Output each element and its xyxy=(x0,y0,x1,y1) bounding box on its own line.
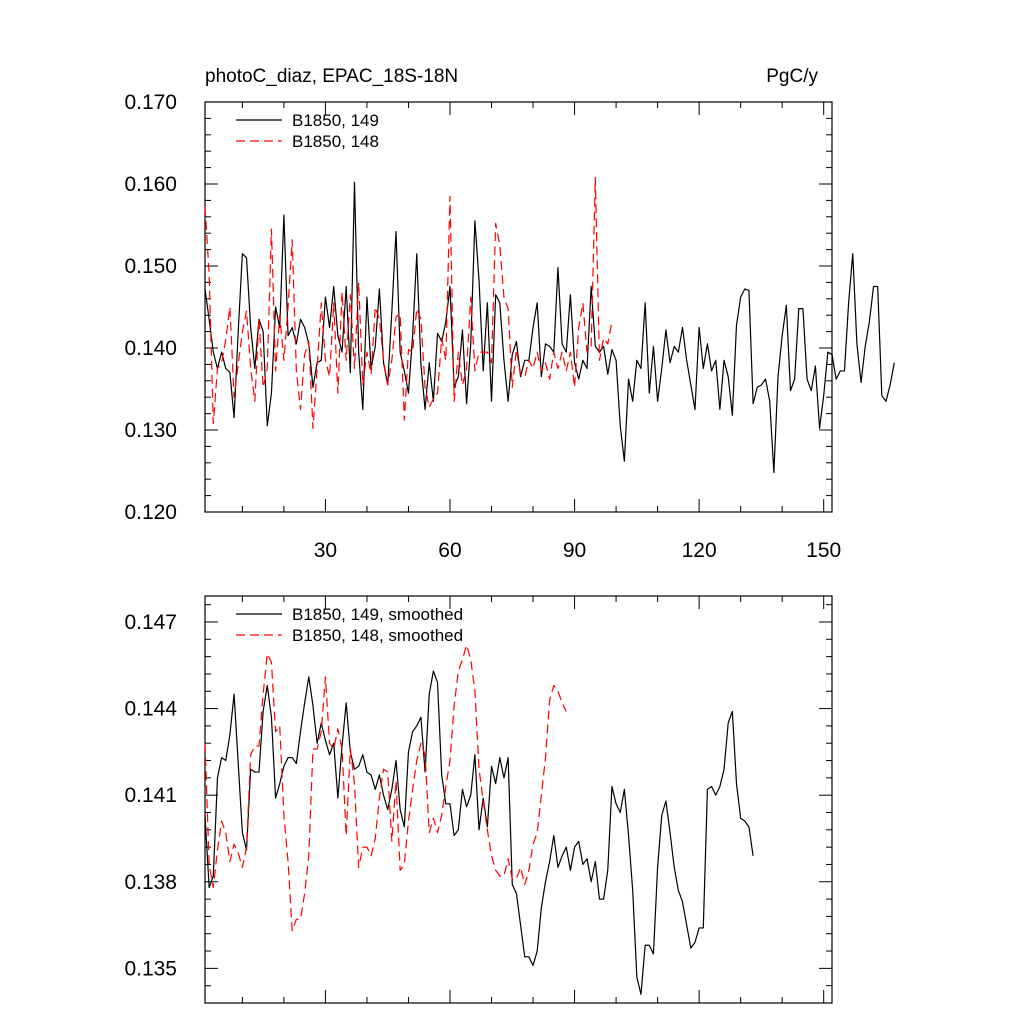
x-tick-label: 30 xyxy=(314,539,337,562)
y-tick-label: 0.160 xyxy=(124,173,177,196)
x-tick-label: 150 xyxy=(806,539,841,562)
legend: B1850, 149 B1850, 148 xyxy=(236,111,379,151)
y-tick-label: 0.138 xyxy=(124,871,177,894)
units-label: PgC/y xyxy=(766,66,818,87)
series-line xyxy=(204,644,567,932)
series-line xyxy=(204,181,895,474)
panel-bottom: 0.135 0.138 0.141 0.144 0.147 B1850, 149, sm… xyxy=(124,595,833,1004)
legend-label: B1850, 148, smoothed xyxy=(292,626,463,645)
y-tick-label: 0.144 xyxy=(124,698,177,721)
y-tick-label: 0.140 xyxy=(124,337,177,360)
axes: 30 60 90 120 150 0.120 0.130 0.140 0.150 0.160 0.1… xyxy=(124,91,841,562)
plot-frame xyxy=(204,595,833,1004)
y-tick-label: 0.150 xyxy=(124,255,177,278)
y-tick-label: 0.130 xyxy=(124,419,177,442)
x-tick-label: 60 xyxy=(438,539,461,562)
plot-frame xyxy=(204,101,833,513)
legend: B1850, 149, smoothed B1850, 148, smoothed xyxy=(236,605,463,645)
y-tick-label: 0.120 xyxy=(124,501,177,524)
x-tick-label: 90 xyxy=(563,539,586,562)
x-tick-label: 120 xyxy=(682,539,717,562)
y-tick-label: 0.147 xyxy=(124,611,177,634)
series-line xyxy=(204,176,613,429)
legend-label: B1850, 149, smoothed xyxy=(292,605,463,624)
axes: 0.135 0.138 0.141 0.144 0.147 xyxy=(124,595,833,1004)
series-group xyxy=(204,176,895,474)
series-group xyxy=(204,644,754,995)
chart-title: photoC_diaz, EPAC_18S-18N xyxy=(205,66,458,87)
series-line xyxy=(204,670,754,995)
y-tick-label: 0.170 xyxy=(124,91,177,114)
panel-top: photoC_diaz, EPAC_18S-18N PgC/y 30 60 90 12… xyxy=(124,66,895,562)
y-tick-label: 0.135 xyxy=(124,957,177,980)
legend-label: B1850, 148 xyxy=(292,132,379,151)
legend-label: B1850, 149 xyxy=(292,111,379,130)
y-tick-label: 0.141 xyxy=(124,784,177,807)
